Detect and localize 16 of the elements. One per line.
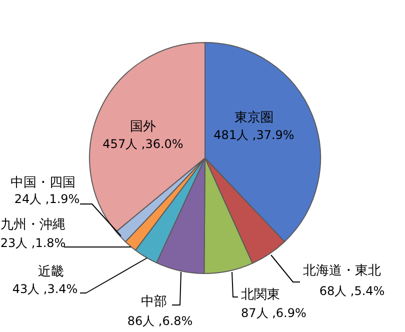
data-label: 86人 ,6.8% [127,314,193,328]
slice-label: 中部 [141,294,167,310]
data-label: 23人 ,1.8% [0,236,66,250]
slice-label: 北関東 [241,287,280,302]
data-label: 481人 ,37.9% [214,128,294,142]
slice-label: 近畿 [38,264,64,280]
slice-label: 九州・沖縄 [0,217,66,232]
slice-label: 国外 [130,119,156,134]
slice-label: 北海道・東北 [303,263,381,278]
data-label: 43人 ,3.4% [12,282,78,296]
data-label: 24人 ,1.9% [14,192,80,206]
data-label: 457人 ,36.0% [102,137,184,152]
slice-label: 東京圏 [234,110,274,126]
data-label: 68人 ,5.4% [319,284,385,298]
slice-label: 中国・四国 [10,175,76,190]
data-label: 87人 ,6.9% [241,306,306,320]
